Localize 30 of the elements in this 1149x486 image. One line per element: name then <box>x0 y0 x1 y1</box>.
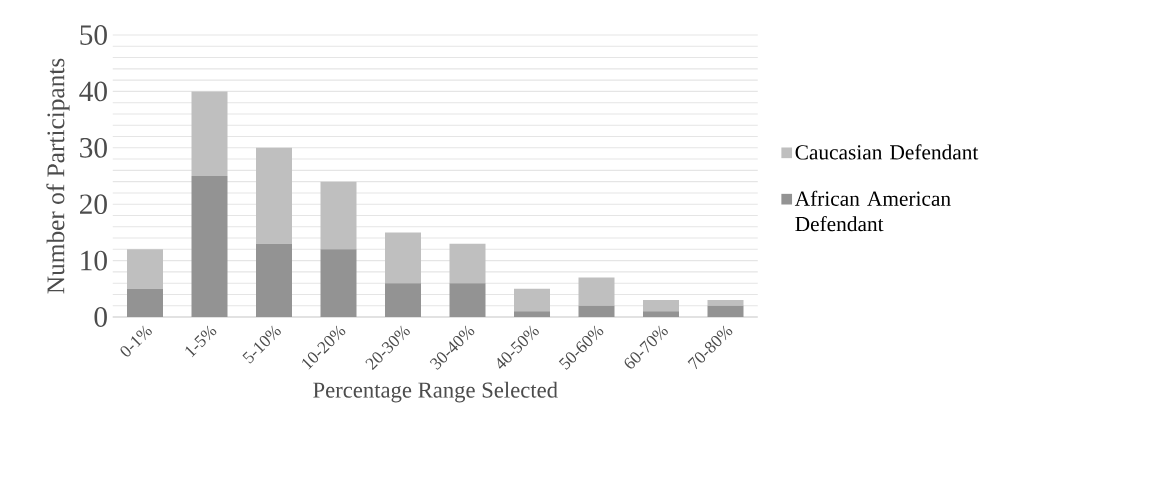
bar <box>320 249 357 317</box>
bar <box>578 305 615 317</box>
bar <box>707 300 744 306</box>
bar <box>256 147 292 244</box>
legend-label: African American Defendant <box>794 190 951 232</box>
bar <box>514 288 551 312</box>
y-tick-label: 40 <box>79 81 107 102</box>
bar <box>578 277 615 306</box>
legend-label: Caucasian Defendant <box>795 144 979 160</box>
y-axis-title: Number of Participants <box>46 58 70 294</box>
bar <box>643 300 680 312</box>
bar <box>514 311 551 317</box>
y-tick-label: 0 <box>94 307 107 327</box>
bar <box>643 311 680 317</box>
bar <box>385 283 422 317</box>
y-tick-label: 30 <box>80 137 107 158</box>
y-tick-label: 10 <box>81 250 107 271</box>
bar <box>191 91 228 176</box>
bar <box>385 232 422 284</box>
bar <box>127 249 163 289</box>
y-tick-label: 50 <box>80 25 107 45</box>
bar <box>449 283 486 317</box>
bar <box>707 305 744 317</box>
y-tick-label: 20 <box>80 194 107 215</box>
bar <box>127 288 163 317</box>
x-axis-title: Percentage Range Selected <box>313 381 558 403</box>
bar <box>449 243 486 284</box>
bar <box>320 181 357 250</box>
bar <box>256 243 292 317</box>
bar <box>191 176 228 317</box>
